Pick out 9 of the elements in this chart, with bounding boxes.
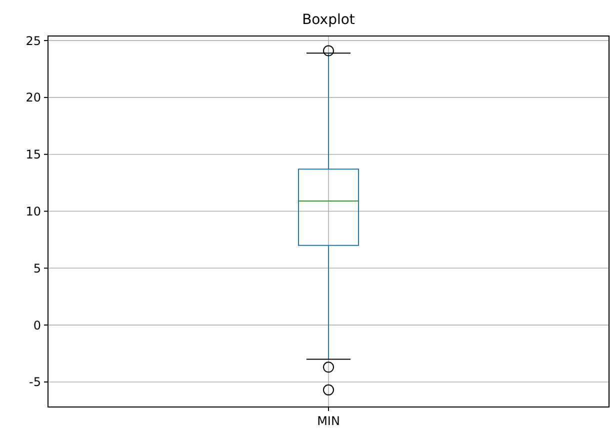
y-tick-label: 15 — [26, 148, 41, 162]
y-tick-label: 25 — [26, 34, 41, 48]
y-tick-label: -5 — [29, 375, 41, 390]
x-tick-label: MIN — [317, 414, 340, 428]
chart-title: Boxplot — [302, 12, 356, 28]
y-tick-label: 0 — [33, 318, 41, 332]
y-tick-label: 5 — [33, 261, 41, 276]
y-tick-label: 20 — [26, 90, 41, 105]
y-tick-label: 10 — [26, 204, 41, 218]
